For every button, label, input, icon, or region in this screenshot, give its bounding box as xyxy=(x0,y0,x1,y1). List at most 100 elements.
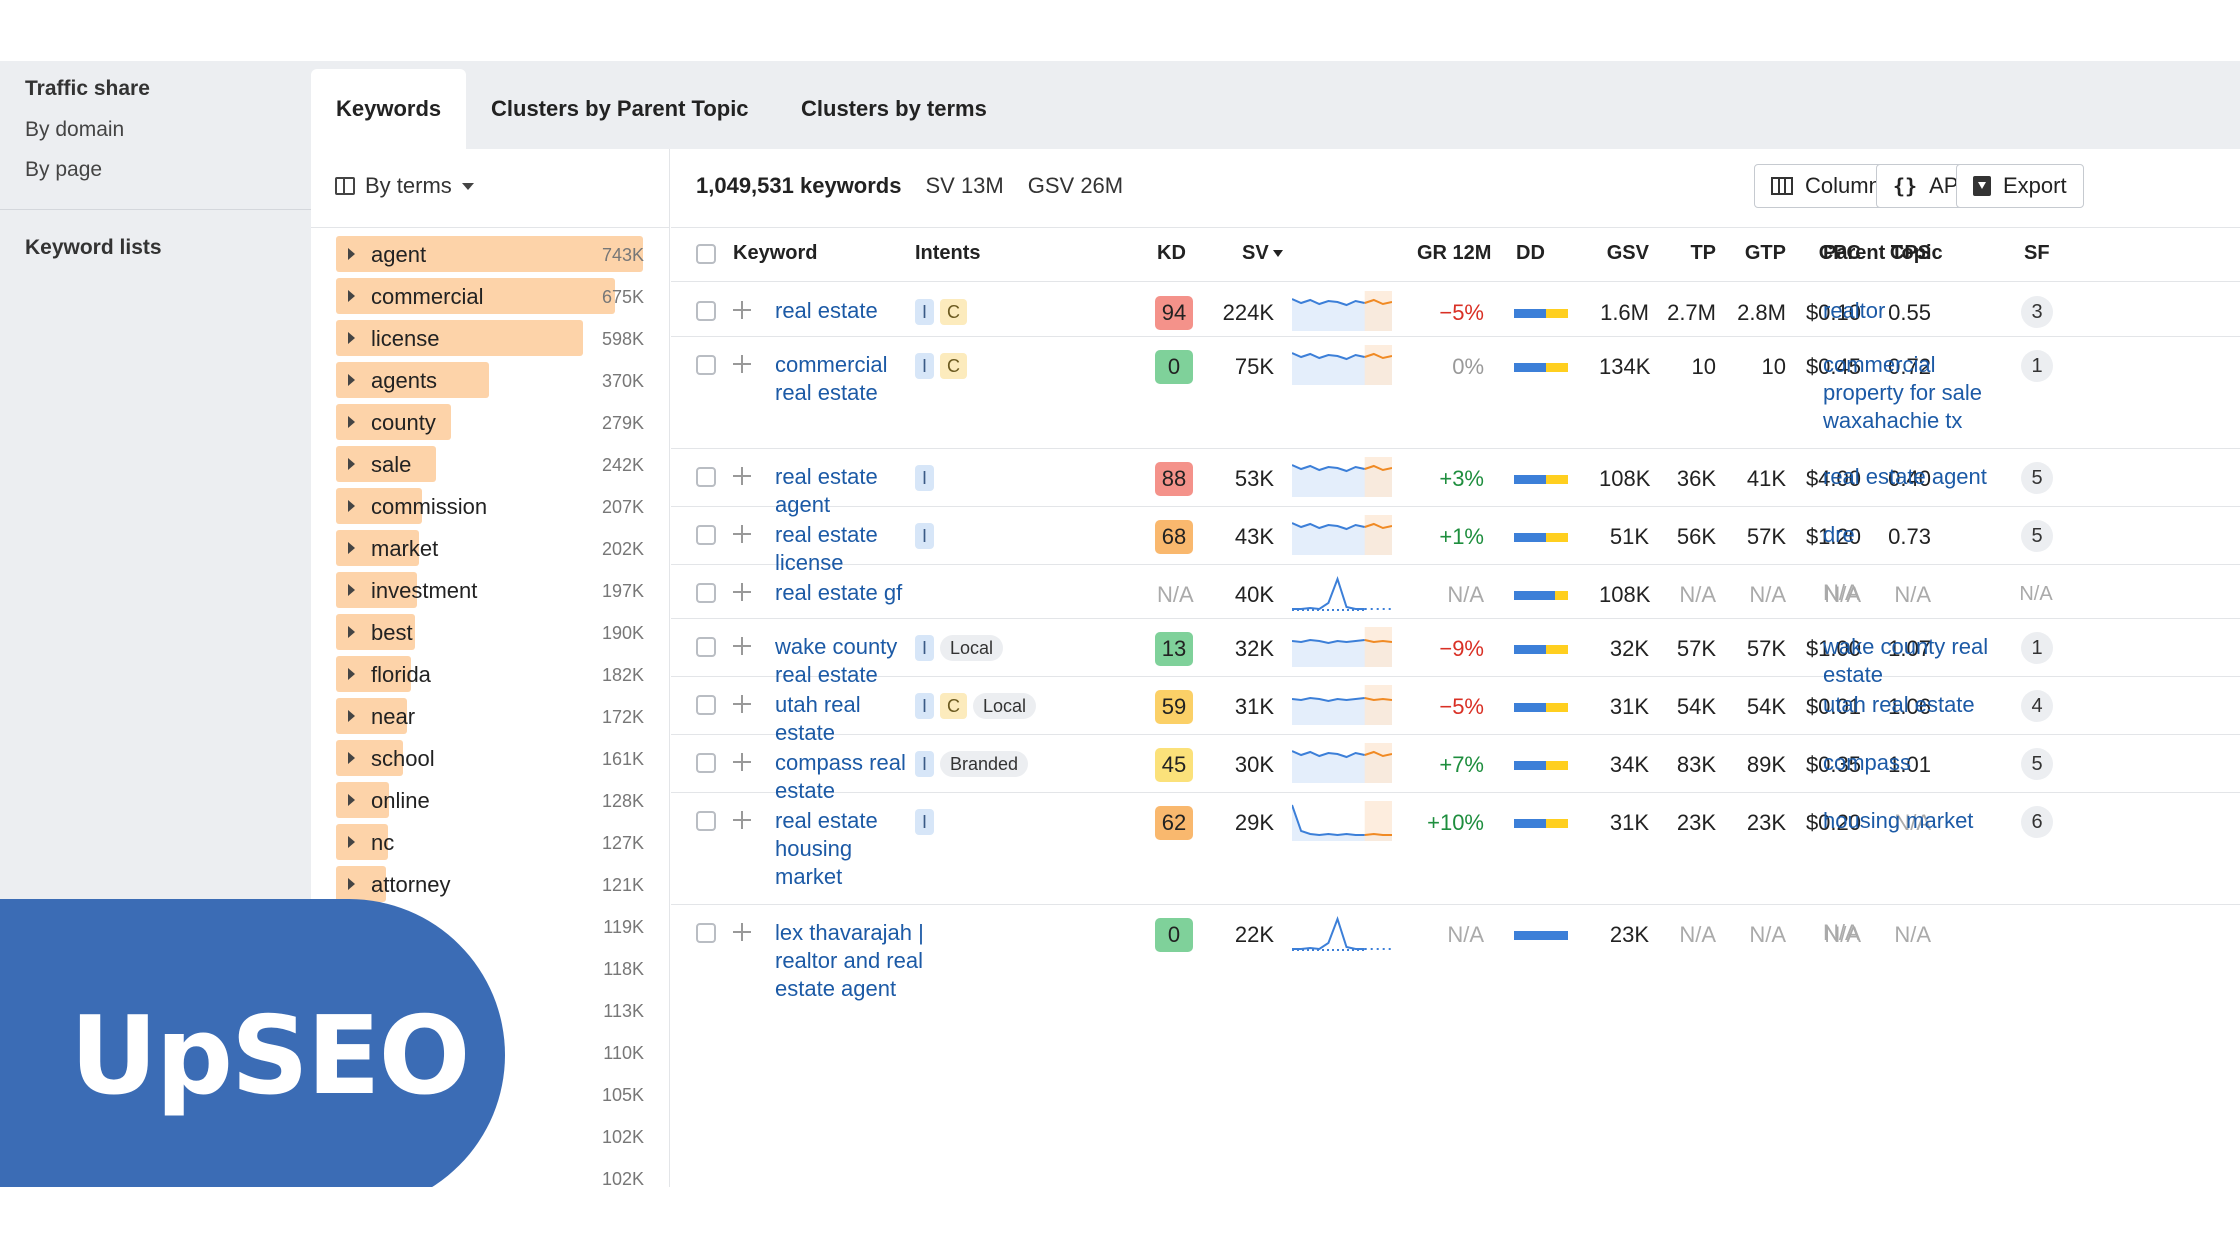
serp-features-count[interactable]: 3 xyxy=(2021,296,2053,328)
expand-triangle-icon[interactable] xyxy=(348,794,355,806)
term-item[interactable]: school 161K xyxy=(336,737,656,779)
parent-topic-link[interactable]: realtor xyxy=(1823,298,1886,323)
term-item[interactable]: nc 127K xyxy=(336,821,656,863)
tab-keywords[interactable]: Keywords xyxy=(311,69,467,149)
term-item[interactable]: investment 197K xyxy=(336,569,656,611)
expand-triangle-icon[interactable] xyxy=(348,248,355,260)
parent-topic-link[interactable]: dre xyxy=(1823,522,1855,547)
nav-traffic-share[interactable]: Traffic share xyxy=(25,77,150,100)
expand-triangle-icon[interactable] xyxy=(348,668,355,680)
serp-features-count[interactable]: 1 xyxy=(2021,632,2053,664)
parent-topic-link[interactable]: utah real estate xyxy=(1823,692,1975,717)
keyword-link[interactable]: lex thavarajah | realtor and real estate… xyxy=(775,920,924,1001)
row-checkbox[interactable] xyxy=(696,525,716,545)
keyword-link[interactable]: real estate housing market xyxy=(775,808,878,889)
parent-topic-link[interactable]: wake county real estate xyxy=(1823,634,1989,687)
term-item[interactable]: agent 743K xyxy=(336,233,656,275)
by-terms-dropdown[interactable]: By terms xyxy=(335,171,474,201)
expand-triangle-icon[interactable] xyxy=(348,542,355,554)
expand-triangle-icon[interactable] xyxy=(348,374,355,386)
serp-features-count[interactable]: 5 xyxy=(2021,520,2053,552)
keyword-link[interactable]: commercial real estate xyxy=(775,352,888,405)
expand-triangle-icon[interactable] xyxy=(348,710,355,722)
expand-triangle-icon[interactable] xyxy=(348,416,355,428)
serp-features-count[interactable]: 4 xyxy=(2021,690,2053,722)
select-all-checkbox[interactable] xyxy=(696,244,716,264)
expand-triangle-icon[interactable] xyxy=(348,584,355,596)
header-intents[interactable]: Intents xyxy=(915,242,981,264)
header-gsv[interactable]: GSV xyxy=(1606,242,1649,264)
nav-keyword-lists[interactable]: Keyword lists xyxy=(25,236,162,259)
parent-topic-link[interactable]: housing market xyxy=(1823,808,1974,833)
keyword-link[interactable]: compass real estate xyxy=(775,750,906,803)
serp-features-count[interactable]: 6 xyxy=(2021,806,2053,838)
term-item[interactable]: market 202K xyxy=(336,527,656,569)
row-checkbox[interactable] xyxy=(696,467,716,487)
keyword-link[interactable]: real estate license xyxy=(775,522,878,575)
term-item[interactable]: agents 370K xyxy=(336,359,656,401)
expand-triangle-icon[interactable] xyxy=(348,290,355,302)
header-sf[interactable]: SF xyxy=(2024,242,2050,264)
term-item[interactable]: county 279K xyxy=(336,401,656,443)
serp-features-count[interactable]: 5 xyxy=(2021,462,2053,494)
header-gtp[interactable]: GTP xyxy=(1744,242,1786,264)
expand-triangle-icon[interactable] xyxy=(348,332,355,344)
term-item[interactable]: commission 207K xyxy=(336,485,656,527)
header-gr12m[interactable]: GR 12M xyxy=(1417,242,1492,264)
expand-triangle-icon[interactable] xyxy=(348,878,355,890)
header-keyword[interactable]: Keyword xyxy=(733,242,818,264)
term-item[interactable]: commercial 675K xyxy=(336,275,656,317)
row-checkbox[interactable] xyxy=(696,301,716,321)
add-keyword-plus-icon[interactable] xyxy=(733,923,751,941)
parent-topic-link[interactable]: compass xyxy=(1823,750,1912,775)
keyword-link[interactable]: real estate xyxy=(775,298,878,323)
serp-features-count[interactable]: 1 xyxy=(2021,350,2053,382)
header-tp[interactable]: TP xyxy=(1690,242,1716,264)
header-dd[interactable]: DD xyxy=(1516,242,1545,264)
export-button[interactable]: Export xyxy=(1956,164,2084,208)
term-item[interactable]: online 128K xyxy=(336,779,656,821)
header-kd[interactable]: KD xyxy=(1157,242,1186,264)
row-checkbox[interactable] xyxy=(696,811,716,831)
keyword-link[interactable]: real estate gf xyxy=(775,580,903,605)
keyword-link[interactable]: wake county real estate xyxy=(775,634,898,687)
expand-triangle-icon[interactable] xyxy=(348,500,355,512)
row-checkbox[interactable] xyxy=(696,923,716,943)
add-keyword-plus-icon[interactable] xyxy=(733,467,751,485)
nav-by-page[interactable]: By page xyxy=(25,158,103,181)
term-item[interactable]: best 190K xyxy=(336,611,656,653)
term-item[interactable]: attorney 121K xyxy=(336,863,656,905)
add-keyword-plus-icon[interactable] xyxy=(733,583,751,601)
header-cps[interactable]: CPS xyxy=(1889,242,1931,264)
expand-triangle-icon[interactable] xyxy=(348,458,355,470)
parent-topic-link[interactable]: commercial property for sale waxahachie … xyxy=(1823,352,1982,433)
expand-triangle-icon[interactable] xyxy=(348,626,355,638)
add-keyword-plus-icon[interactable] xyxy=(733,695,751,713)
tab-clusters-terms[interactable]: Clusters by terms xyxy=(801,96,987,121)
term-item[interactable]: sale 242K xyxy=(336,443,656,485)
row-checkbox[interactable] xyxy=(696,583,716,603)
add-keyword-plus-icon[interactable] xyxy=(733,637,751,655)
row-checkbox[interactable] xyxy=(696,695,716,715)
row-checkbox[interactable] xyxy=(696,637,716,657)
tab-clusters-parent-topic[interactable]: Clusters by Parent Topic xyxy=(491,96,749,121)
row-checkbox[interactable] xyxy=(696,355,716,375)
expand-triangle-icon[interactable] xyxy=(348,752,355,764)
add-keyword-plus-icon[interactable] xyxy=(733,753,751,771)
row-checkbox[interactable] xyxy=(696,753,716,773)
term-item[interactable]: license 598K xyxy=(336,317,656,359)
header-parent-topic[interactable]: Parent Topic xyxy=(1823,242,1943,264)
keyword-link[interactable]: utah real estate xyxy=(775,692,861,745)
add-keyword-plus-icon[interactable] xyxy=(733,811,751,829)
expand-triangle-icon[interactable] xyxy=(348,836,355,848)
add-keyword-plus-icon[interactable] xyxy=(733,525,751,543)
add-keyword-plus-icon[interactable] xyxy=(733,301,751,319)
add-keyword-plus-icon[interactable] xyxy=(733,355,751,373)
header-cpc[interactable]: CPC xyxy=(1818,242,1861,264)
parent-topic-link[interactable]: real estate agent xyxy=(1823,464,1987,489)
header-sv[interactable]: SV xyxy=(1242,242,1283,265)
nav-by-domain[interactable]: By domain xyxy=(25,118,125,141)
term-item[interactable]: florida 182K xyxy=(336,653,656,695)
keyword-link[interactable]: real estate agent xyxy=(775,464,878,517)
term-item[interactable]: near 172K xyxy=(336,695,656,737)
